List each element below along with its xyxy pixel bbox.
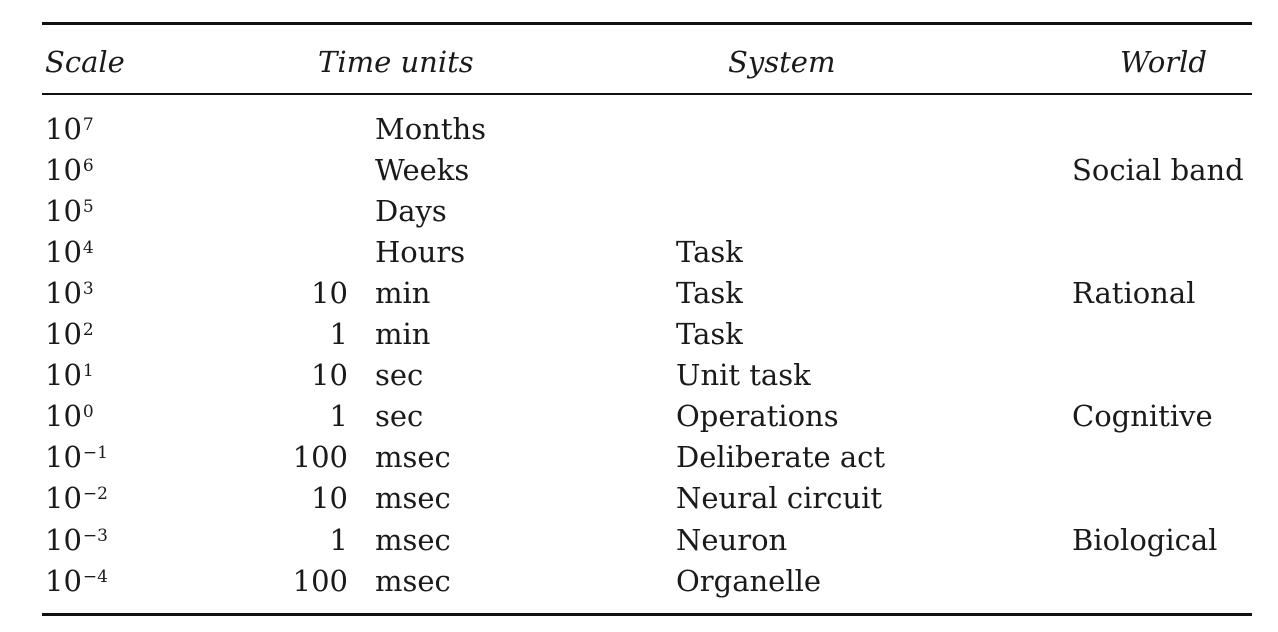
time-unit: sec <box>375 358 424 392</box>
table-row: 10−1 100 msec Deliberate act <box>0 437 1278 478</box>
system-cell: Unit task <box>676 358 811 392</box>
system-cell: Task <box>676 276 743 310</box>
world-cell: Biological <box>1072 523 1218 557</box>
table-row: 107 Months <box>0 109 1278 150</box>
header-time-units: Time units <box>318 45 474 79</box>
time-number: 10 <box>311 358 348 392</box>
scale-exponent: −4 <box>82 567 108 587</box>
time-number: 10 <box>311 481 348 515</box>
time-unit: msec <box>375 564 451 598</box>
scale-base: 10 <box>45 481 82 515</box>
scale-exponent: 7 <box>82 115 94 135</box>
scale-exponent: −2 <box>82 484 108 504</box>
bottom-rule <box>42 613 1252 616</box>
scale-cell: 102 <box>45 314 94 355</box>
scale-cell: 10−1 <box>45 437 108 478</box>
scale-cell: 106 <box>45 150 94 191</box>
scale-base: 10 <box>45 523 82 557</box>
system-cell: Operations <box>676 399 839 433</box>
scale-exponent: 1 <box>82 361 94 381</box>
table-row: 100 1 sec Operations Cognitive <box>0 396 1278 437</box>
scale-exponent: −3 <box>82 526 108 546</box>
header-scale: Scale <box>45 45 125 79</box>
scale-base: 10 <box>45 399 82 433</box>
time-number: 1 <box>329 317 348 351</box>
scale-exponent: 0 <box>82 402 94 422</box>
scale-cell: 107 <box>45 109 94 150</box>
time-number: 100 <box>292 564 348 598</box>
scale-base: 10 <box>45 194 82 228</box>
time-unit: Days <box>375 194 447 228</box>
table-row: 101 10 sec Unit task <box>0 355 1278 396</box>
time-unit: msec <box>375 440 451 474</box>
table-row: 10−4 100 msec Organelle <box>0 561 1278 602</box>
scale-base: 10 <box>45 153 82 187</box>
top-rule <box>42 22 1252 25</box>
time-number: 10 <box>311 276 348 310</box>
scale-exponent: 5 <box>82 197 94 217</box>
scale-exponent: 4 <box>82 238 94 258</box>
table-row: 104 Hours Task <box>0 232 1278 273</box>
system-cell: Neural circuit <box>676 481 883 515</box>
scale-base: 10 <box>45 276 82 310</box>
table-row: 103 10 min Task Rational <box>0 273 1278 314</box>
system-cell: Task <box>676 317 743 351</box>
world-cell: Social band <box>1072 153 1244 187</box>
scale-cell: 10−2 <box>45 478 108 519</box>
scale-cell: 10−3 <box>45 520 108 561</box>
table-row: 106 Weeks Social band <box>0 150 1278 191</box>
time-unit: min <box>375 276 431 310</box>
time-unit: sec <box>375 399 424 433</box>
system-cell: Task <box>676 235 743 269</box>
header-system: System <box>728 45 836 79</box>
table-row: 105 Days <box>0 191 1278 232</box>
table-row: 102 1 min Task <box>0 314 1278 355</box>
system-cell: Organelle <box>676 564 822 598</box>
time-unit: msec <box>375 481 451 515</box>
scale-cell: 105 <box>45 191 94 232</box>
time-number: 1 <box>329 523 348 557</box>
scale-base: 10 <box>45 440 82 474</box>
world-cell: Cognitive <box>1072 399 1213 433</box>
scale-base: 10 <box>45 564 82 598</box>
table-row: 10−2 10 msec Neural circuit <box>0 478 1278 519</box>
time-unit: Weeks <box>375 153 470 187</box>
system-cell: Neuron <box>676 523 788 557</box>
scale-base: 10 <box>45 112 82 146</box>
time-number: 100 <box>292 440 348 474</box>
scale-base: 10 <box>45 235 82 269</box>
scale-exponent: 3 <box>82 279 94 299</box>
scale-cell: 103 <box>45 273 94 314</box>
time-unit: min <box>375 317 431 351</box>
scale-base: 10 <box>45 358 82 392</box>
time-unit: Hours <box>375 235 466 269</box>
scale-exponent: −1 <box>82 443 108 463</box>
scale-exponent: 6 <box>82 156 94 176</box>
system-cell: Deliberate act <box>676 440 886 474</box>
scale-base: 10 <box>45 317 82 351</box>
table-row: 10−3 1 msec Neuron Biological <box>0 520 1278 561</box>
scale-cell: 100 <box>45 396 94 437</box>
time-unit: msec <box>375 523 451 557</box>
world-cell: Rational <box>1072 276 1196 310</box>
header-rule <box>42 93 1252 95</box>
scale-cell: 104 <box>45 232 94 273</box>
scale-cell: 10−4 <box>45 561 108 602</box>
scale-exponent: 2 <box>82 320 94 340</box>
time-number: 1 <box>329 399 348 433</box>
time-unit: Months <box>375 112 487 146</box>
scale-cell: 101 <box>45 355 94 396</box>
header-world: World <box>1120 45 1207 79</box>
